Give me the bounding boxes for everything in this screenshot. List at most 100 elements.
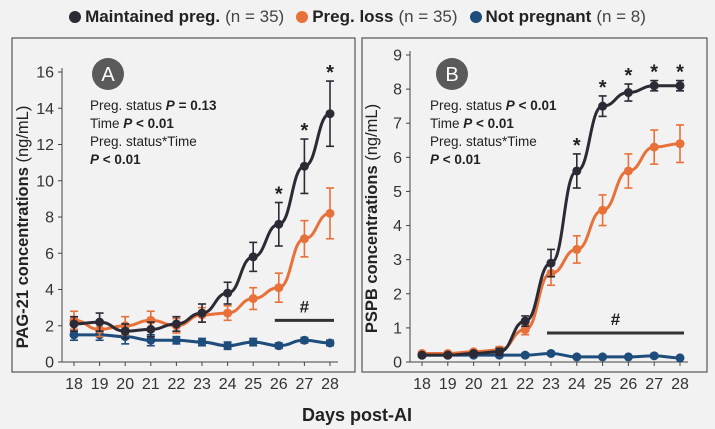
- legend-count: (n = 35): [225, 7, 285, 26]
- y-tick-label: 4: [45, 282, 54, 299]
- x-tick-label: 23: [542, 376, 560, 393]
- stats-text-segment: = 0.13: [175, 98, 217, 113]
- data-point: [274, 341, 284, 351]
- stats-line: P < 0.01: [430, 152, 481, 167]
- data-point: [572, 244, 582, 254]
- y-axis-label-quantity: PAG-21 concentrations: [14, 163, 32, 349]
- significance-asterisk: *: [676, 62, 684, 84]
- x-tick-label: 26: [270, 376, 288, 393]
- data-point: [649, 351, 659, 361]
- data-point: [598, 352, 608, 362]
- stats-text-segment: < 0.01: [472, 116, 514, 131]
- data-point: [325, 338, 335, 348]
- significance-asterisk: *: [650, 62, 658, 84]
- stats-text-segment: P: [166, 98, 176, 113]
- legend-marker-icon: [296, 11, 309, 23]
- y-tick-label: 10: [36, 173, 54, 190]
- stats-text-segment: Preg. status: [430, 98, 506, 113]
- y-axis-label: PSPB concentrations (ng/mL): [363, 104, 381, 333]
- x-tick-label: 18: [413, 376, 431, 393]
- x-tick-label: 21: [142, 376, 160, 393]
- stats-text-segment: < 0.01: [439, 152, 481, 167]
- data-point: [520, 316, 530, 326]
- panel-frame: [11, 37, 356, 373]
- stats-text-segment: P: [430, 152, 440, 167]
- panel-badge-circle: [436, 58, 468, 90]
- x-tick-label: 26: [620, 376, 638, 393]
- stats-line: Time P < 0.01: [430, 116, 514, 131]
- y-tick-label: 16: [36, 65, 54, 82]
- data-point: [494, 347, 504, 357]
- y-tick-label: 1: [393, 320, 402, 337]
- data-point: [299, 335, 309, 345]
- legend: Maintained preg. (n = 35) Preg. loss (n …: [0, 4, 715, 30]
- significance-asterisk: *: [625, 65, 633, 87]
- y-tick-label: 0: [45, 355, 54, 372]
- x-tick-label: 20: [116, 376, 134, 393]
- x-tick-label: 28: [321, 376, 339, 393]
- data-point: [675, 139, 685, 149]
- y-tick-label: 5: [393, 184, 402, 201]
- stats-line: Time P < 0.01: [90, 116, 174, 131]
- data-point: [223, 288, 233, 298]
- data-point: [572, 352, 582, 362]
- significance-asterisk: *: [326, 62, 334, 84]
- legend-marker-icon: [69, 11, 82, 23]
- panel-frame: [361, 37, 708, 373]
- significance-asterisk: *: [301, 120, 309, 142]
- y-tick-label: 6: [45, 246, 54, 263]
- data-point: [546, 348, 556, 358]
- data-point: [171, 319, 181, 329]
- data-point: [675, 81, 685, 91]
- data-point: [469, 348, 479, 358]
- data-point: [248, 294, 258, 304]
- data-point: [675, 353, 685, 363]
- x-axis-label: Days post-AI: [302, 405, 412, 425]
- y-axis-label-unit: (ng/mL): [14, 106, 32, 163]
- stats-line: Preg. status P < 0.01: [430, 98, 557, 113]
- x-tick-label: 19: [91, 376, 109, 393]
- data-point: [197, 308, 207, 318]
- x-tick-label: 28: [671, 376, 689, 393]
- data-point: [197, 337, 207, 347]
- stats-text-segment: P: [90, 152, 100, 167]
- data-point: [598, 101, 608, 111]
- data-point: [299, 161, 309, 171]
- y-tick-label: 14: [36, 101, 54, 118]
- stats-text-segment: Time: [90, 116, 123, 131]
- significance-asterisk: *: [599, 77, 607, 99]
- x-tick-label: 21: [491, 376, 509, 393]
- stats-text-segment: Preg. status: [90, 98, 166, 113]
- x-tick-label: 22: [168, 376, 186, 393]
- data-point: [274, 219, 284, 229]
- y-tick-label: 3: [393, 252, 402, 269]
- y-axis-label-quantity: PSPB concentrations: [363, 161, 381, 333]
- data-point: [223, 341, 233, 351]
- x-tick-label: 19: [439, 376, 457, 393]
- data-point: [649, 142, 659, 152]
- panel-badge-letter: A: [101, 64, 115, 86]
- data-point: [598, 205, 608, 215]
- data-point: [171, 335, 181, 345]
- significance-asterisk: *: [573, 135, 581, 157]
- stats-line: Preg. status*Time: [90, 134, 197, 149]
- stats-text-segment: P: [463, 116, 473, 131]
- data-point: [325, 109, 335, 119]
- x-tick-label: 18: [65, 376, 83, 393]
- data-point: [546, 258, 556, 268]
- data-point: [623, 166, 633, 176]
- y-tick-label: 6: [393, 150, 402, 167]
- series-maintained-preg: [417, 79, 685, 360]
- data-point: [274, 283, 284, 293]
- panel-badge-letter: B: [445, 64, 458, 86]
- y-tick-label: 4: [393, 218, 402, 235]
- data-point: [146, 335, 156, 345]
- x-tick-label: 20: [465, 376, 483, 393]
- x-tick-label: 25: [594, 376, 612, 393]
- data-point: [443, 350, 453, 360]
- significance-hash: #: [611, 310, 621, 329]
- x-tick-label: 24: [219, 376, 237, 393]
- stats-text-segment: P: [123, 116, 133, 131]
